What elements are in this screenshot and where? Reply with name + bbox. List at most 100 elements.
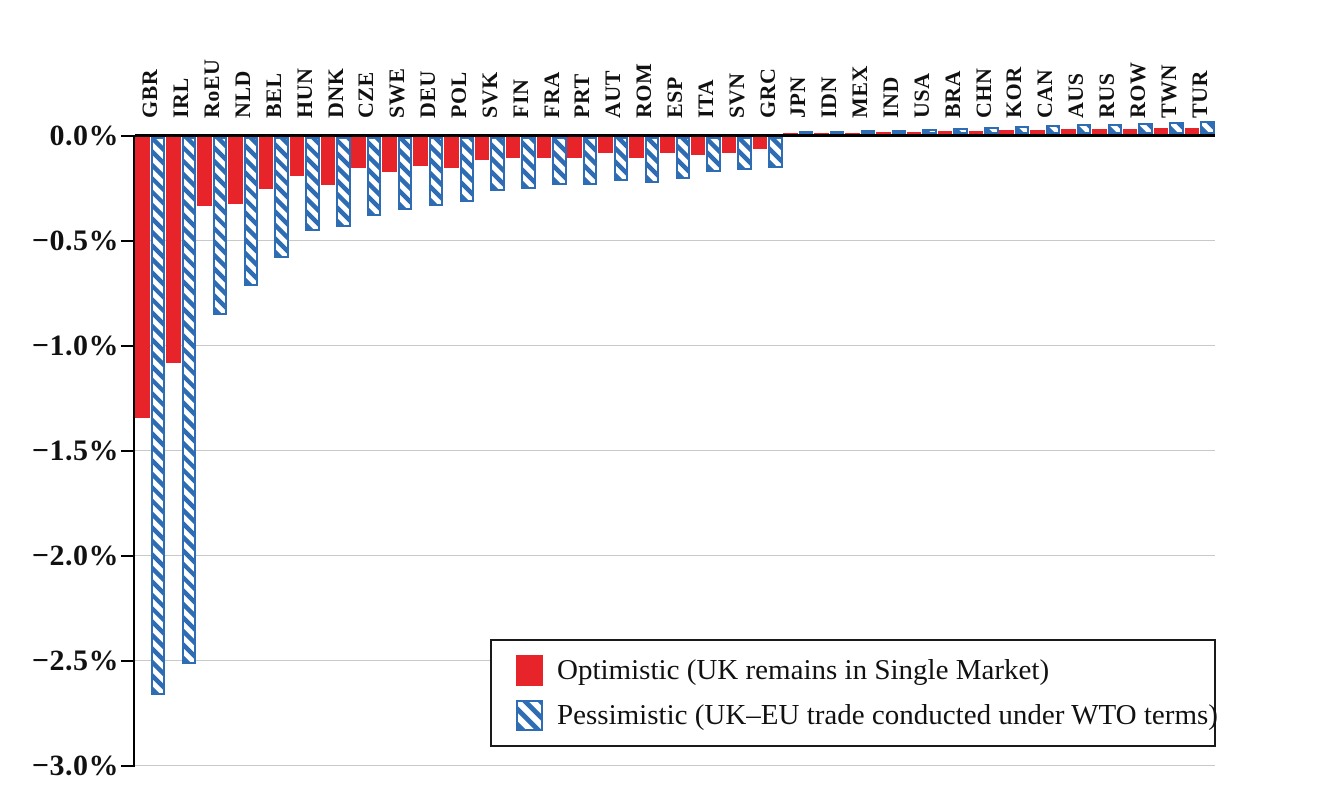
x-axis-label-SVK: SVK	[476, 71, 502, 118]
x-axis-label-RUS: RUS	[1094, 72, 1119, 118]
y-axis-tick-label: −3.0%	[31, 748, 119, 782]
gridline	[135, 344, 1215, 347]
legend-label-pessimistic: Pessimistic (UK–EU trade conducted under…	[557, 699, 1218, 732]
bar-pessimistic-BEL	[274, 136, 289, 259]
x-axis-label-TWN: TWN	[1155, 63, 1181, 118]
bar-optimistic-IRL	[166, 136, 181, 364]
y-axis-tick-label: −2.5%	[31, 643, 119, 677]
bar-pessimistic-PRT	[582, 136, 598, 185]
bar-optimistic-ESP	[660, 136, 675, 154]
bar-optimistic-TUR	[1184, 127, 1200, 135]
x-axis-label-PRT: PRT	[569, 73, 595, 118]
bar-optimistic-BRA	[937, 131, 953, 135]
bar-optimistic-CAN	[1030, 129, 1045, 135]
gridline	[135, 449, 1215, 452]
bar-optimistic-MEX	[845, 132, 860, 135]
y-axis-tick	[121, 134, 135, 137]
bar-optimistic-PRT	[567, 136, 582, 158]
bar-optimistic-ROW	[1122, 128, 1138, 135]
x-axis-label-AUS: AUS	[1063, 72, 1089, 118]
x-axis-label-HUN: HUN	[291, 67, 317, 118]
bar-pessimistic-USA	[922, 129, 937, 135]
x-axis-label-CHN: CHN	[970, 67, 996, 118]
x-axis-label-JPN: JPN	[785, 76, 811, 118]
x-axis-label-SVN: SVN	[723, 72, 749, 118]
bar-pessimistic-GRC	[768, 136, 783, 168]
bar-pessimistic-ESP	[675, 136, 690, 179]
bar-optimistic-NLD	[228, 136, 243, 204]
bar-pessimistic-GBR	[150, 136, 166, 696]
x-axis-label-FRA: FRA	[538, 71, 564, 118]
x-axis-label-BRA: BRA	[939, 70, 965, 118]
bar-optimistic-USA	[906, 131, 922, 135]
x-axis-label-DNK: DNK	[322, 67, 348, 118]
x-axis-label-RoEU: RoEU	[199, 58, 225, 118]
x-axis-label-FIN: FIN	[507, 78, 533, 118]
y-axis-line	[133, 135, 135, 766]
bar-optimistic-SVK	[474, 136, 490, 160]
x-axis-label-MEX: MEX	[847, 65, 873, 118]
bar-optimistic-SVN	[721, 136, 737, 154]
x-axis-zero-line	[135, 134, 1215, 137]
bar-optimistic-FIN	[505, 136, 521, 158]
bar-optimistic-POL	[444, 136, 459, 168]
x-axis-label-TUR: TUR	[1186, 70, 1212, 118]
legend-item-pessimistic: Pessimistic (UK–EU trade conducted under…	[516, 699, 1218, 732]
bar-pessimistic-DNK	[336, 136, 351, 227]
x-axis-label-ROM: ROM	[631, 62, 657, 118]
y-axis-tick	[121, 659, 135, 662]
bar-optimistic-BEL	[258, 136, 274, 189]
bar-pessimistic-FIN	[521, 136, 536, 189]
x-axis-label-IND: IND	[878, 76, 903, 118]
bar-pessimistic-AUS	[1076, 124, 1092, 135]
y-axis-tick	[121, 449, 135, 452]
bar-optimistic-KOR	[999, 130, 1014, 135]
y-axis-tick	[121, 764, 135, 767]
legend-swatch-optimistic-icon	[516, 654, 543, 686]
bar-optimistic-DNK	[320, 136, 336, 185]
y-axis-tick-label: −1.0%	[31, 328, 119, 362]
x-axis-label-CAN: CAN	[1032, 68, 1058, 118]
bar-optimistic-ROM	[629, 136, 644, 158]
bar-pessimistic-RUS	[1107, 123, 1122, 135]
legend-label-optimistic: Optimistic (UK remains in Single Market)	[557, 653, 1050, 686]
bar-pessimistic-BRA	[953, 128, 968, 135]
gridline	[135, 764, 1215, 767]
bar-pessimistic-CZE	[366, 136, 382, 217]
bar-pessimistic-KOR	[1014, 126, 1030, 135]
bar-pessimistic-ITA	[706, 136, 721, 173]
bar-optimistic-GBR	[135, 136, 150, 418]
x-axis-label-BEL: BEL	[260, 72, 286, 118]
x-axis-label-GRC: GRC	[754, 67, 780, 118]
bar-optimistic-TWN	[1153, 128, 1169, 135]
bar-optimistic-DEU	[413, 136, 428, 166]
bar-optimistic-AUS	[1061, 129, 1076, 135]
legend: Optimistic (UK remains in Single Market)…	[490, 639, 1218, 747]
bar-pessimistic-CAN	[1045, 125, 1061, 135]
x-axis-label-KOR: KOR	[1001, 66, 1027, 118]
bar-pessimistic-CHN	[984, 127, 999, 135]
x-axis-label-NLD: NLD	[230, 70, 255, 118]
bar-pessimistic-DEU	[428, 136, 444, 206]
x-axis-label-CZE: CZE	[353, 71, 379, 118]
bar-pessimistic-RoEU	[212, 136, 228, 315]
bar-optimistic-FRA	[536, 136, 552, 158]
bar-pessimistic-IND	[891, 129, 906, 135]
x-axis-label-DEU: DEU	[415, 70, 441, 118]
bar-optimistic-IND	[876, 132, 891, 135]
y-axis-tick-label: −0.5%	[31, 223, 119, 257]
bar-pessimistic-FRA	[552, 136, 567, 185]
bar-optimistic-CHN	[968, 130, 984, 135]
bar-optimistic-GRC	[752, 136, 768, 150]
bar-optimistic-RUS	[1092, 129, 1107, 135]
x-axis-label-ESP: ESP	[662, 76, 687, 118]
gridline	[135, 554, 1215, 557]
x-axis-label-ROW: ROW	[1124, 61, 1150, 119]
bar-pessimistic-IDN	[829, 130, 845, 135]
bar-optimistic-ITA	[690, 136, 706, 156]
x-axis-label-POL: POL	[446, 71, 471, 118]
y-axis-tick	[121, 239, 135, 242]
bar-pessimistic-SVN	[737, 136, 752, 171]
bar-pessimistic-SWE	[397, 136, 413, 210]
bar-pessimistic-ROW	[1138, 122, 1153, 135]
